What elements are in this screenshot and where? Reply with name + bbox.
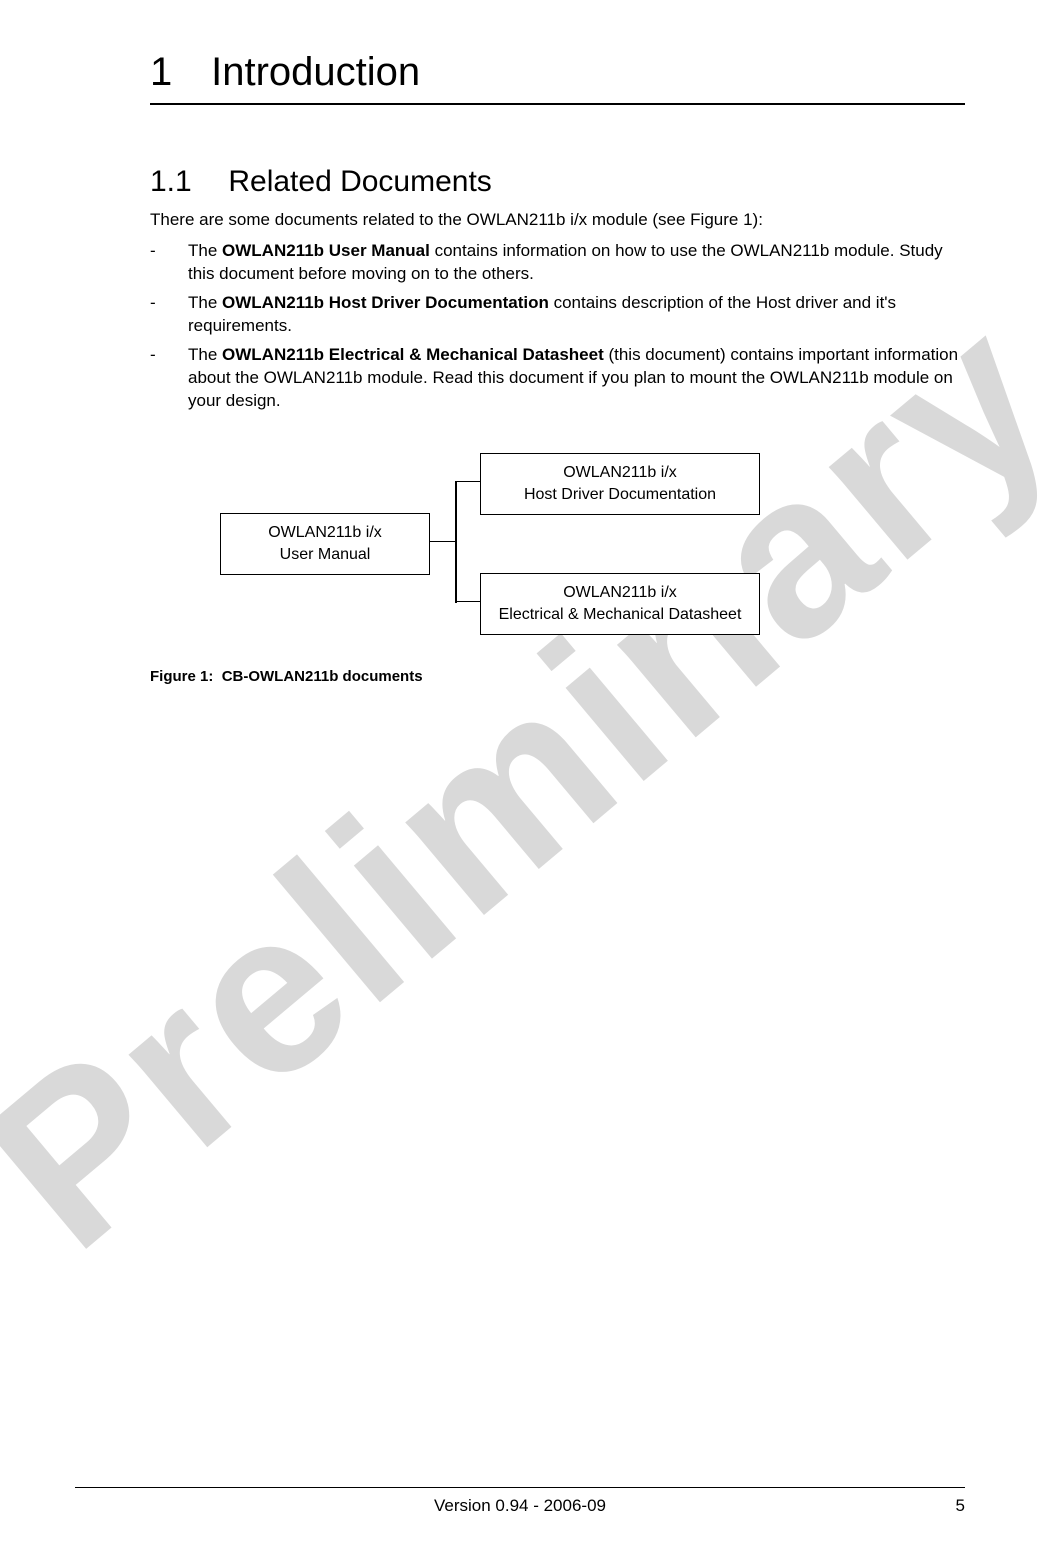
diagram-box-user-manual: OWLAN211b i/x User Manual	[220, 513, 430, 576]
chapter-rule	[150, 103, 965, 105]
footer-page-number: 5	[956, 1496, 965, 1516]
bullet-list: -The OWLAN211b User Manual contains info…	[150, 240, 965, 413]
chapter-heading: 1 Introduction	[150, 50, 965, 95]
intro-paragraph: There are some documents related to the …	[150, 209, 965, 232]
connector-line	[455, 601, 480, 603]
figure-caption: Figure 1: CB-OWLAN211b documents	[150, 668, 965, 685]
connector-line	[455, 481, 457, 603]
section-title: Related Documents	[228, 165, 491, 198]
connector-line	[430, 541, 455, 543]
chapter-title: Introduction	[211, 50, 420, 94]
diagram-box-host-driver: OWLAN211b i/x Host Driver Documentation	[480, 453, 760, 516]
list-item: -The OWLAN211b Host Driver Documentation…	[150, 292, 965, 338]
figure-diagram: OWLAN211b i/x User Manual OWLAN211b i/x …	[190, 443, 830, 653]
diagram-box-datasheet: OWLAN211b i/x Electrical & Mechanical Da…	[480, 573, 760, 636]
connector-line	[455, 481, 480, 483]
footer-version: Version 0.94 - 2006-09	[75, 1496, 965, 1516]
section-number: 1.1	[150, 165, 220, 199]
list-item: -The OWLAN211b User Manual contains info…	[150, 240, 965, 286]
list-item: -The OWLAN211b Electrical & Mechanical D…	[150, 344, 965, 413]
section-heading: 1.1 Related Documents	[150, 165, 965, 199]
footer-rule	[75, 1487, 965, 1488]
page-footer: Version 0.94 - 2006-09 5	[75, 1487, 965, 1516]
chapter-number: 1	[150, 50, 200, 95]
